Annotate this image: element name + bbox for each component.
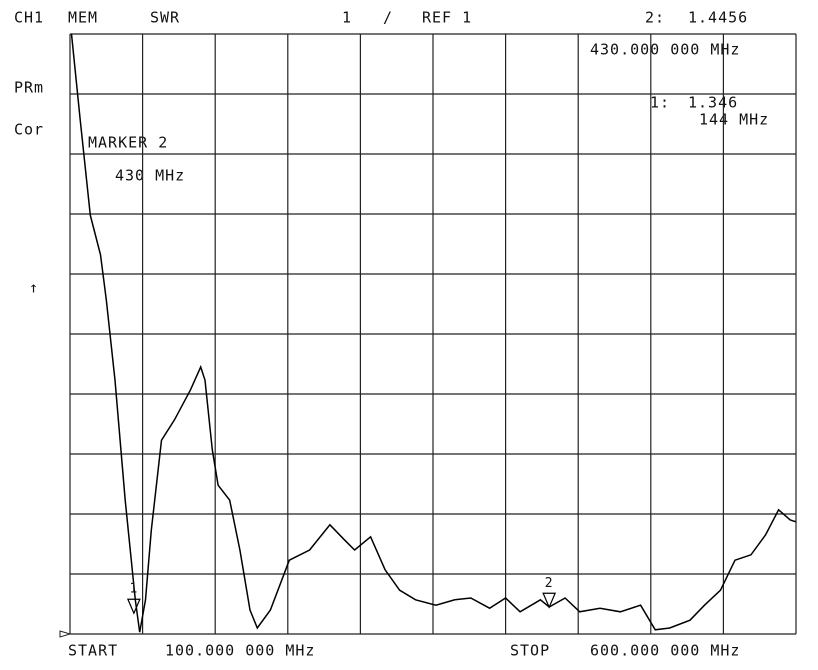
marker	[126, 598, 141, 615]
marker-readout-frequency: 144 MHz	[699, 111, 769, 129]
separator: /	[383, 9, 393, 27]
marker-readout-frequency: 430.000 000 MHz	[590, 41, 740, 59]
parameter-label: PRm	[14, 79, 44, 97]
reference-pointer	[59, 630, 72, 638]
marker-label: 2	[545, 576, 554, 591]
marker-readout-label: 2:	[645, 9, 665, 27]
stop-value: 600.000 000 MHz	[590, 642, 740, 660]
marker-label: 1	[129, 582, 138, 597]
reference: REF 1	[422, 9, 472, 27]
channel: CH1	[14, 9, 44, 27]
mode: MEM	[68, 9, 98, 27]
marker-readout-label: 1:	[650, 94, 670, 112]
marker-title: MARKER 2	[88, 134, 168, 152]
marker	[542, 592, 557, 609]
marker-readout-value: 1.346	[688, 94, 738, 112]
scale: 1	[342, 9, 352, 27]
marker-frequency: 430 MHz	[115, 167, 185, 185]
correction-label: Cor	[14, 121, 44, 139]
trace	[70, 33, 797, 633]
reference-arrow: ↑	[29, 279, 39, 297]
start-label: START	[68, 642, 118, 660]
format: SWR	[150, 9, 180, 27]
marker-readout-value: 1.4456	[688, 9, 748, 27]
stop-label: STOP	[510, 642, 550, 660]
start-value: 100.000 000 MHz	[165, 642, 315, 660]
